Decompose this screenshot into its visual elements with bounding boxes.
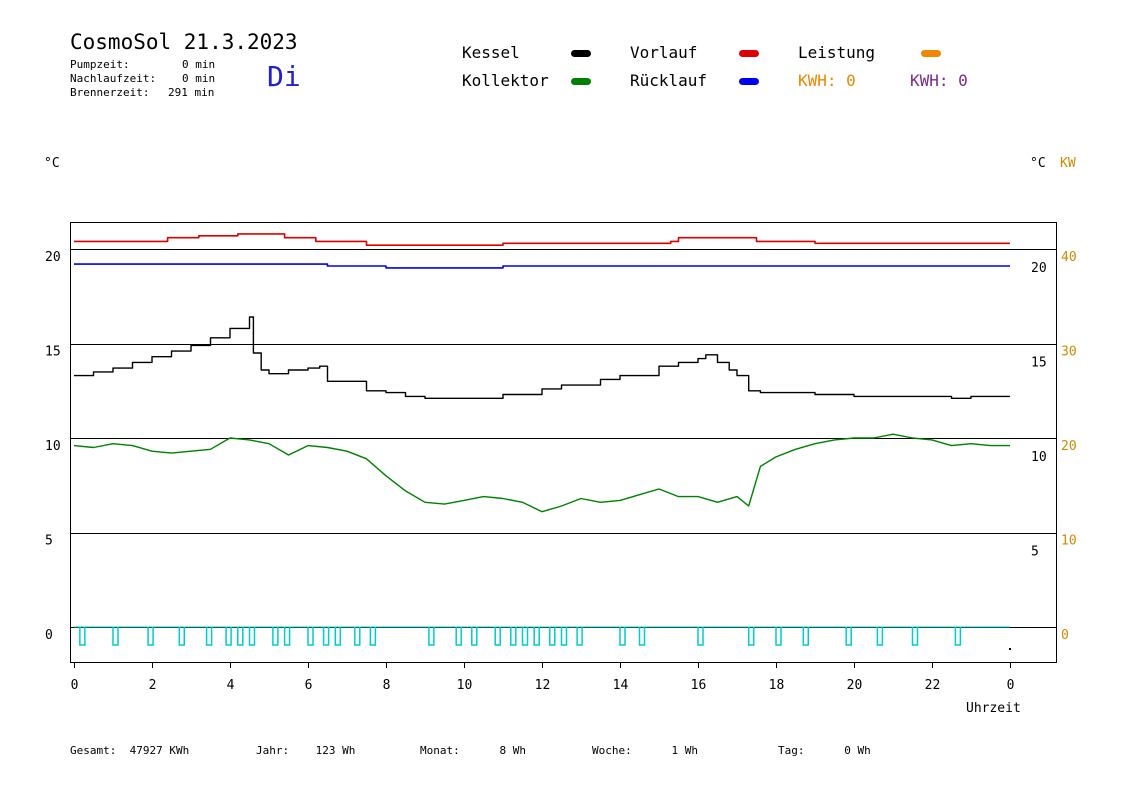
end-marker bbox=[1009, 648, 1011, 650]
y-tick-left: 0 bbox=[45, 628, 53, 643]
legend-vorlauf: Vorlauf bbox=[630, 43, 698, 62]
y-tick-left: 15 bbox=[45, 345, 61, 360]
x-tick-label: 0 bbox=[71, 678, 79, 693]
x-tick-label: 14 bbox=[613, 678, 629, 693]
x-tick-label: 20 bbox=[847, 678, 863, 693]
series-vorlauf-line bbox=[74, 233, 1010, 246]
series-pumpe-pulse bbox=[845, 627, 852, 646]
legend-kwh-leistung: KWH: 0 bbox=[798, 71, 856, 90]
series-pumpe-pulse bbox=[954, 627, 962, 646]
x-tick-label: 18 bbox=[769, 678, 785, 693]
y-tick-right-c: 5 bbox=[1031, 545, 1039, 560]
footer-tag: Tag: 0 Wh bbox=[778, 744, 871, 757]
legend-vorlauf-swatch bbox=[739, 50, 759, 57]
x-tick-label: 10 bbox=[457, 678, 473, 693]
y-tick-left: 20 bbox=[45, 250, 61, 265]
series-pumpe-pulse bbox=[521, 627, 529, 646]
stat-nachlaufzeit: Nachlaufzeit: 0 min bbox=[70, 72, 216, 85]
series-pumpe-pulse bbox=[112, 627, 119, 646]
x-tick-label: 2 bbox=[149, 678, 157, 693]
series-pumpe-pulse bbox=[322, 627, 330, 646]
series-pumpe-pulse bbox=[79, 627, 86, 646]
y-tick-right-kw: 20 bbox=[1061, 439, 1077, 454]
series-pumpe-pulse bbox=[283, 627, 291, 646]
legend-ruecklauf-swatch bbox=[739, 78, 759, 85]
y-tick-left: 5 bbox=[45, 534, 53, 549]
series-pumpe-pulse bbox=[225, 627, 232, 646]
series-ruecklauf-line bbox=[74, 263, 1010, 269]
x-tick-label: 0 bbox=[1007, 678, 1015, 693]
series-pumpe-pulse bbox=[510, 627, 517, 646]
series-pumpe-pulse bbox=[802, 627, 810, 646]
right-axis-unit-c: °C bbox=[1030, 156, 1046, 171]
x-tick-label: 12 bbox=[535, 678, 551, 693]
series-pumpe-pulse bbox=[619, 627, 626, 646]
series-pumpe-pulse bbox=[237, 627, 244, 646]
y-tick-left: 10 bbox=[45, 439, 61, 454]
legend-kollektor: Kollektor bbox=[462, 71, 549, 90]
series-pumpe-pulse bbox=[471, 627, 478, 646]
legend-kessel: Kessel bbox=[462, 43, 520, 62]
footer-gesamt: Gesamt: 47927 KWh bbox=[70, 744, 190, 757]
stat-brennerzeit: Brennerzeit: 291 min bbox=[70, 86, 215, 99]
legend-leistung-swatch bbox=[921, 50, 941, 57]
series-pumpe-pulse bbox=[248, 627, 256, 646]
y-tick-right-c: 15 bbox=[1031, 356, 1047, 371]
series-pumpe-pulse bbox=[178, 627, 186, 646]
series-pumpe-pulse bbox=[638, 627, 646, 646]
series-pumpe-pulse bbox=[697, 627, 704, 646]
series-pumpe-pulse bbox=[307, 627, 314, 646]
series-kollektor-line bbox=[73, 433, 1010, 513]
legend-kwh-second: KWH: 0 bbox=[910, 71, 968, 90]
x-tick-label: 6 bbox=[305, 678, 313, 693]
series-pumpe-pulse bbox=[560, 627, 568, 646]
series-pumpe-pulse bbox=[775, 627, 782, 646]
y-tick-right-c: 20 bbox=[1031, 261, 1047, 276]
series-pumpe-pulse bbox=[876, 627, 884, 646]
x-tick-label: 8 bbox=[383, 678, 391, 693]
y-tick-right-kw: 40 bbox=[1061, 250, 1077, 265]
series-pumpe-pulse bbox=[428, 627, 435, 646]
x-axis-label: Uhrzeit bbox=[966, 701, 1021, 716]
x-tick-label: 22 bbox=[925, 678, 941, 693]
footer-monat: Monat: 8 Wh bbox=[420, 744, 526, 757]
series-pumpe-pulse bbox=[205, 627, 213, 646]
series-pumpe-pulse bbox=[576, 627, 583, 646]
series-pumpe-pulse bbox=[354, 627, 361, 646]
series-pumpe-pulse bbox=[334, 627, 342, 646]
series-pumpe-pulse bbox=[549, 627, 556, 646]
series-pumpe-pulse bbox=[494, 627, 501, 646]
stat-pumpzeit: Pumpzeit: 0 min bbox=[70, 58, 216, 71]
left-axis-unit: °C bbox=[44, 156, 60, 171]
x-tick-label: 16 bbox=[691, 678, 707, 693]
x-tick-label: 4 bbox=[227, 678, 235, 693]
series-pumpe-pulse bbox=[272, 627, 279, 646]
series-pumpe-pulse bbox=[533, 627, 540, 646]
legend-leistung: Leistung bbox=[798, 43, 876, 62]
right-axis-unit-kw: KW bbox=[1060, 156, 1076, 171]
series-pumpe-pulse bbox=[911, 627, 919, 646]
series-pumpe-pulse bbox=[147, 627, 154, 646]
footer-woche: Woche: 1 Wh bbox=[592, 744, 698, 757]
y-tick-right-c: 10 bbox=[1031, 450, 1047, 465]
page-title: CosmoSol 21.3.2023 bbox=[70, 30, 298, 54]
weekday-label: Di bbox=[267, 60, 301, 93]
plot-frame bbox=[70, 222, 1057, 663]
y-tick-right-kw: 10 bbox=[1061, 534, 1077, 549]
series-pumpe-pulse bbox=[747, 627, 755, 646]
legend-kollektor-swatch bbox=[571, 78, 591, 85]
series-kessel-line bbox=[74, 316, 1010, 399]
series-pumpe-pulse bbox=[369, 627, 377, 646]
y-tick-right-kw: 30 bbox=[1061, 345, 1077, 360]
series-pumpe-pulse bbox=[455, 627, 462, 646]
legend-ruecklauf: Rücklauf bbox=[630, 71, 708, 90]
footer-jahr: Jahr: 123 Wh bbox=[256, 744, 356, 757]
legend-kessel-swatch bbox=[571, 50, 591, 57]
y-tick-right-kw: 0 bbox=[1061, 628, 1069, 643]
